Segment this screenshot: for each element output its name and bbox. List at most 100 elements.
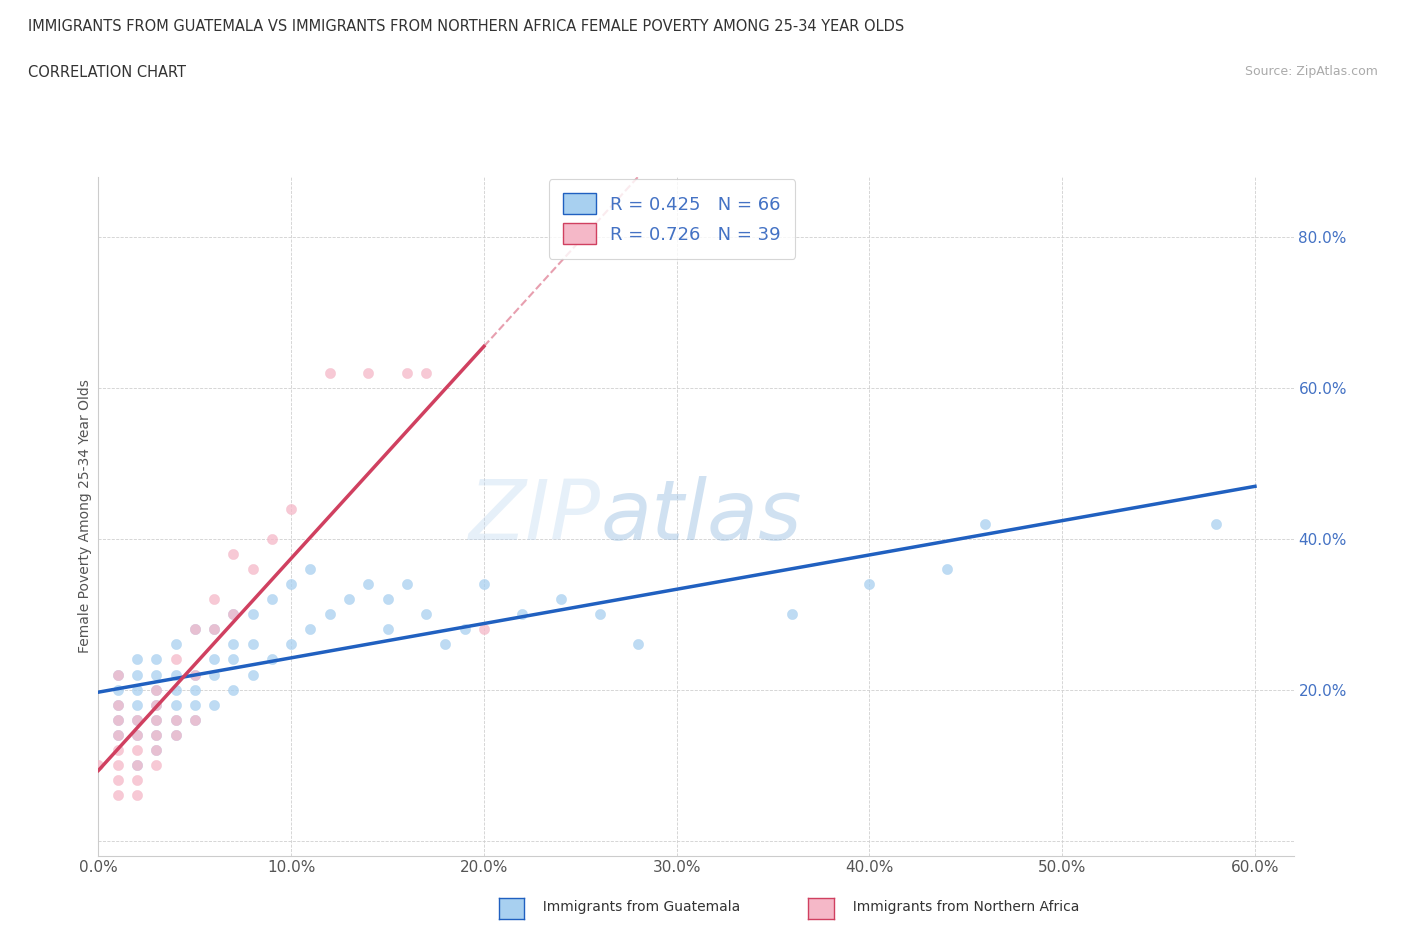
Point — [87, 758, 110, 773]
Point — [125, 683, 148, 698]
Point — [145, 652, 167, 667]
Point — [202, 622, 225, 637]
Point — [145, 683, 167, 698]
Text: Immigrants from Guatemala: Immigrants from Guatemala — [534, 899, 741, 914]
Y-axis label: Female Poverty Among 25-34 Year Olds: Female Poverty Among 25-34 Year Olds — [77, 379, 91, 653]
Point — [125, 758, 148, 773]
Text: Source: ZipAtlas.com: Source: ZipAtlas.com — [1244, 65, 1378, 78]
Point — [202, 698, 225, 712]
Point — [125, 667, 148, 682]
Point — [107, 683, 129, 698]
Point — [858, 577, 880, 591]
Point — [145, 712, 167, 727]
Point — [415, 365, 437, 380]
Point — [184, 667, 207, 682]
Point — [125, 698, 148, 712]
Point — [222, 683, 245, 698]
Point — [145, 698, 167, 712]
Point — [782, 606, 804, 621]
Point — [107, 667, 129, 682]
Point — [125, 727, 148, 742]
Point — [145, 727, 167, 742]
Point — [145, 727, 167, 742]
Point — [184, 698, 207, 712]
Point — [107, 727, 129, 742]
Point — [1205, 516, 1227, 531]
Point — [125, 712, 148, 727]
Point — [165, 667, 187, 682]
Point — [453, 622, 475, 637]
Point — [395, 365, 418, 380]
Point — [222, 547, 245, 562]
Point — [319, 365, 342, 380]
Point — [280, 637, 302, 652]
Point — [260, 591, 283, 606]
Point — [107, 712, 129, 727]
Point — [145, 742, 167, 757]
Point — [377, 622, 399, 637]
Point — [125, 788, 148, 803]
Point — [184, 667, 207, 682]
Point — [184, 712, 207, 727]
Point — [145, 742, 167, 757]
Point — [222, 606, 245, 621]
Point — [377, 591, 399, 606]
Point — [242, 667, 264, 682]
Point — [107, 727, 129, 742]
Point — [145, 758, 167, 773]
Point — [588, 606, 610, 621]
Point — [165, 652, 187, 667]
Point — [242, 562, 264, 577]
Text: CORRELATION CHART: CORRELATION CHART — [28, 65, 186, 80]
Point — [145, 712, 167, 727]
Legend: R = 0.425   N = 66, R = 0.726   N = 39: R = 0.425 N = 66, R = 0.726 N = 39 — [548, 179, 796, 259]
Point — [415, 606, 437, 621]
Point — [107, 712, 129, 727]
Point — [125, 727, 148, 742]
Point — [337, 591, 360, 606]
Point — [165, 712, 187, 727]
Point — [935, 562, 957, 577]
Point — [260, 652, 283, 667]
Point — [165, 637, 187, 652]
Point — [512, 606, 534, 621]
Point — [165, 698, 187, 712]
Text: atlas: atlas — [600, 475, 801, 557]
Point — [299, 562, 322, 577]
Point — [627, 637, 650, 652]
Point — [184, 712, 207, 727]
Point — [125, 758, 148, 773]
Point — [107, 667, 129, 682]
Point — [434, 637, 457, 652]
Point — [107, 788, 129, 803]
Text: IMMIGRANTS FROM GUATEMALA VS IMMIGRANTS FROM NORTHERN AFRICA FEMALE POVERTY AMON: IMMIGRANTS FROM GUATEMALA VS IMMIGRANTS … — [28, 19, 904, 33]
Point — [125, 742, 148, 757]
Point — [395, 577, 418, 591]
Point — [222, 606, 245, 621]
Point — [472, 622, 495, 637]
Text: ZIP: ZIP — [468, 475, 600, 557]
Point — [165, 727, 187, 742]
Point — [145, 667, 167, 682]
Point — [319, 606, 342, 621]
Point — [184, 683, 207, 698]
Point — [145, 698, 167, 712]
Point — [125, 652, 148, 667]
Point — [299, 622, 322, 637]
Point — [184, 622, 207, 637]
Point — [165, 683, 187, 698]
Point — [107, 698, 129, 712]
Point — [107, 698, 129, 712]
Point — [260, 531, 283, 546]
Point — [107, 773, 129, 788]
Point — [357, 577, 380, 591]
Point — [107, 758, 129, 773]
Text: Immigrants from Northern Africa: Immigrants from Northern Africa — [844, 899, 1078, 914]
Point — [472, 577, 495, 591]
Point — [125, 773, 148, 788]
Point — [222, 637, 245, 652]
Point — [280, 577, 302, 591]
Point — [202, 667, 225, 682]
Point — [184, 622, 207, 637]
Point — [202, 591, 225, 606]
